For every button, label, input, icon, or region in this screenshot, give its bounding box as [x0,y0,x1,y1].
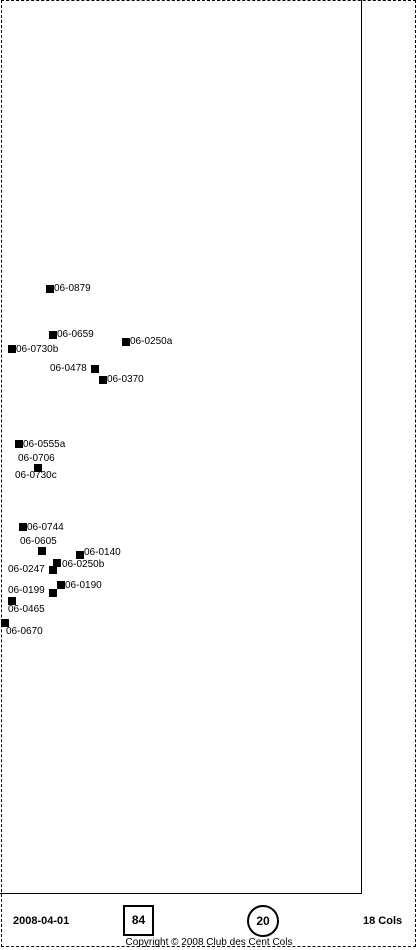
col-marker [38,547,46,555]
col-marker [46,285,54,293]
col-label: 06-0465 [8,604,45,615]
col-marker [49,589,57,597]
col-label: 06-0247 [8,564,45,575]
col-marker [15,440,23,448]
col-marker [34,464,42,472]
col-label: 06-0140 [84,547,121,558]
col-label: 06-0744 [27,522,64,533]
col-marker [49,331,57,339]
col-marker [122,338,130,346]
footer-date: 2008-04-01 [13,915,70,927]
col-marker [99,376,107,384]
col-marker [19,523,27,531]
col-label: 06-0706 [18,453,55,464]
col-marker [76,551,84,559]
col-label: 06-0670 [6,626,43,637]
col-label: 06-0659 [57,329,94,340]
cols-count: 18 Cols [363,915,403,927]
col-marker [8,597,16,605]
col-label: 06-0730c [15,470,57,481]
col-marker [91,365,99,373]
col-label: 06-0879 [54,283,91,294]
circled-number: 20 [247,905,279,937]
col-label: 06-0199 [8,585,45,596]
col-label: 06-0478 [50,363,87,374]
col-label: 06-0605 [20,536,57,547]
col-label: 06-0250b [62,559,105,570]
col-marker [1,619,9,627]
col-label: 06-0370 [107,374,144,385]
col-label: 06-0730b [16,344,59,355]
col-marker [8,345,16,353]
col-label: 06-0190 [65,580,102,591]
col-label: 06-0555a [23,439,66,450]
col-marker [49,566,57,574]
col-label: 06-0250a [130,336,173,347]
map-frame [0,0,362,894]
copyright-notice: Copyright © 2008 Club des Cent Cols [125,937,293,948]
col-marker [53,559,61,567]
department-number-box: 84 [123,905,154,936]
right-margin-strip [361,0,416,894]
col-marker [57,581,65,589]
